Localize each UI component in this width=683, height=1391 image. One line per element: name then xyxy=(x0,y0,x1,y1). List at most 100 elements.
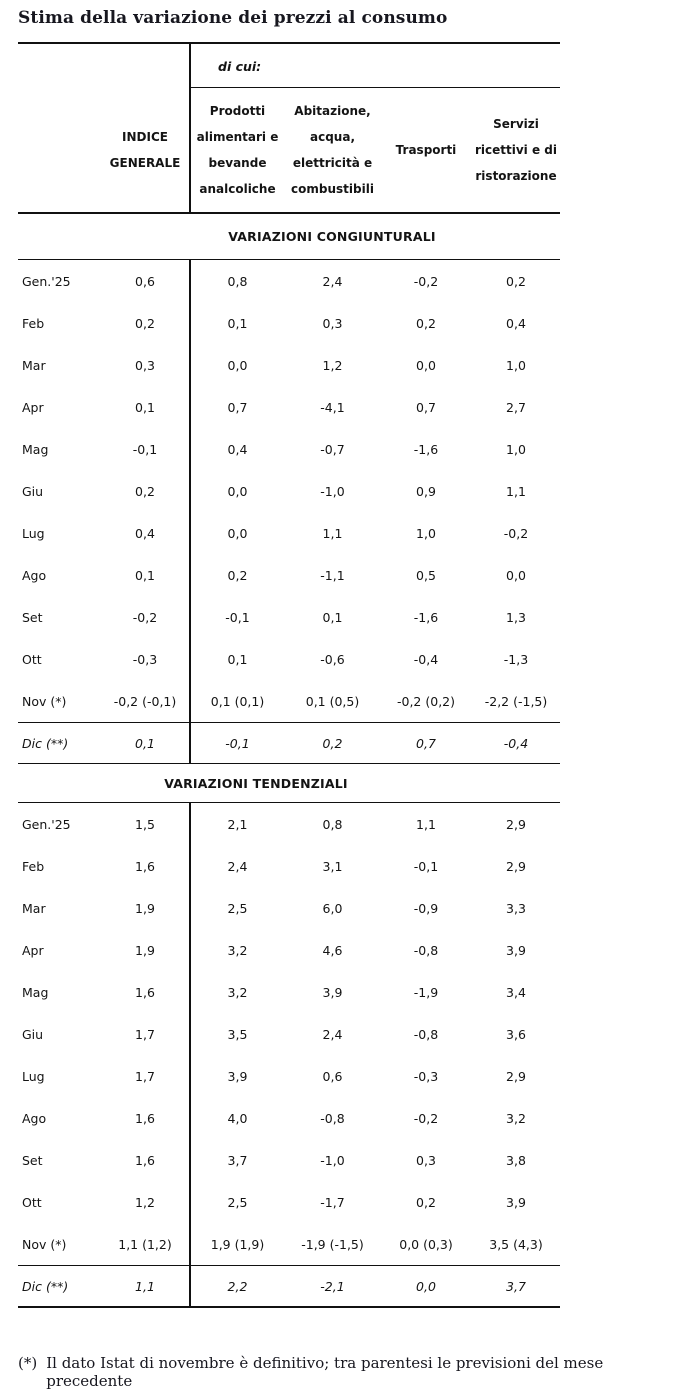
table-row-forecast: Dic (**) 1,1 2,2 -2,1 0,0 3,7 xyxy=(18,1266,560,1306)
section-heading-label: VARIAZIONI CONGIUNTURALI xyxy=(228,229,436,244)
cell: -0,8 xyxy=(413,1026,439,1042)
cell: 1,3 xyxy=(506,609,526,625)
cell: 0,0 xyxy=(227,357,248,373)
row-label: Ott xyxy=(22,651,42,667)
table-row: Feb 0,2 0,1 0,3 0,2 0,4 xyxy=(18,302,560,344)
cell: 0,8 xyxy=(322,816,343,832)
cell: 0,0 xyxy=(416,1278,436,1294)
cell: 0,2 xyxy=(322,735,343,751)
cell: 2,5 xyxy=(227,1194,248,1210)
col-header-trasporti: Trasporti xyxy=(395,143,457,157)
cell: 3,8 xyxy=(506,1152,526,1168)
col-header-abitazione: Abitazione, acqua, elettricità e combust… xyxy=(291,104,374,196)
cell: -0,9 xyxy=(413,900,439,916)
cell: 2,4 xyxy=(322,1026,343,1042)
cell: 6,0 xyxy=(322,900,343,916)
cell: 1,5 xyxy=(135,816,155,832)
cell: 1,6 xyxy=(135,1152,155,1168)
row-divider xyxy=(18,722,560,723)
cell: -0,7 xyxy=(320,441,345,457)
row-label: Apr xyxy=(22,942,44,958)
table-row: Feb 1,6 2,4 3,1 -0,1 2,9 xyxy=(18,845,560,887)
cell: 0,8 xyxy=(227,273,248,289)
table-row: Nov (*) -0,2 (-0,1) 0,1 (0,1) 0,1 (0,5) … xyxy=(18,680,560,722)
cell: 0,7 xyxy=(227,399,248,415)
table-row: Apr 0,1 0,7 -4,1 0,7 2,7 xyxy=(18,386,560,428)
footnote: (*) Il dato Istat di novembre è definiti… xyxy=(18,1354,683,1390)
cell: -0,2 xyxy=(503,525,529,541)
cell: 1,2 xyxy=(135,1194,155,1210)
cell: 0,2 xyxy=(135,483,155,499)
row-label: Apr xyxy=(22,399,44,415)
cell: 0,1 xyxy=(135,399,155,415)
table-row: Gen.'25 1,5 2,1 0,8 1,1 2,9 xyxy=(18,803,560,845)
cell: 1,2 xyxy=(322,357,343,373)
table-row: Ott -0,3 0,1 -0,6 -0,4 -1,3 xyxy=(18,638,560,680)
row-divider xyxy=(18,1265,560,1266)
cell: 0,2 xyxy=(506,273,526,289)
row-label: Lug xyxy=(22,1068,45,1084)
cell: 2,4 xyxy=(227,858,248,874)
cell: -2,1 xyxy=(320,1278,345,1294)
cell: 3,2 xyxy=(227,942,248,958)
cell: -0,8 xyxy=(413,942,439,958)
group-header-band: di cui: xyxy=(18,44,560,88)
cell: -0,4 xyxy=(413,651,439,667)
cell: 2,4 xyxy=(322,273,343,289)
cell: 1,9 (1,9) xyxy=(210,1236,265,1252)
cell: 3,9 xyxy=(322,984,343,1000)
cell: -0,1 xyxy=(132,441,158,457)
row-label: Mag xyxy=(22,984,49,1000)
cell: -1,9 xyxy=(413,984,439,1000)
cell: 2,9 xyxy=(506,816,526,832)
cell: -0,2 (0,2) xyxy=(397,693,455,709)
cell: 3,1 xyxy=(322,858,343,874)
table-row: Lug 1,7 3,9 0,6 -0,3 2,9 xyxy=(18,1055,560,1097)
table-row: Set -0,2 -0,1 0,1 -1,6 1,3 xyxy=(18,596,560,638)
cell: 1,0 xyxy=(506,441,526,457)
cell: -2,2 (-1,5) xyxy=(484,693,548,709)
row-label: Dic (**) xyxy=(22,735,69,751)
cell: 3,9 xyxy=(506,1194,526,1210)
table-row: Nov (*) 1,1 (1,2) 1,9 (1,9) -1,9 (-1,5) … xyxy=(18,1223,560,1265)
cell: 1,1 xyxy=(322,525,343,541)
cell: 1,0 xyxy=(506,357,526,373)
cell: -1,7 xyxy=(320,1194,345,1210)
cell: 3,5 xyxy=(227,1026,248,1042)
cell: 0,0 (0,3) xyxy=(399,1236,453,1252)
row-label: Lug xyxy=(22,525,45,541)
cell: 3,2 xyxy=(506,1110,526,1126)
table-row: Set 1,6 3,7 -1,0 0,3 3,8 xyxy=(18,1139,560,1181)
table-row: Giu 1,7 3,5 2,4 -0,8 3,6 xyxy=(18,1013,560,1055)
cell: 0,0 xyxy=(506,567,526,583)
table-row: Mar 1,9 2,5 6,0 -0,9 3,3 xyxy=(18,887,560,929)
cell: -1,1 xyxy=(320,567,345,583)
cell: 3,3 xyxy=(506,900,526,916)
cell: -4,1 xyxy=(320,399,345,415)
row-label: Nov (*) xyxy=(22,1236,67,1252)
cell: 0,1 xyxy=(135,567,155,583)
table-header: di cui: INDICE GENERALE Prodotti aliment… xyxy=(18,42,560,214)
row-label: Mar xyxy=(22,357,46,373)
cell: -0,4 xyxy=(503,735,529,751)
cell: -1,6 xyxy=(413,441,439,457)
section-heading-tendenziali: VARIAZIONI TENDENZIALI xyxy=(18,764,560,803)
cell: 3,2 xyxy=(227,984,248,1000)
table-row: Ago 1,6 4,0 -0,8 -0,2 3,2 xyxy=(18,1097,560,1139)
table-row: Lug 0,4 0,0 1,1 1,0 -0,2 xyxy=(18,512,560,554)
cell: -1,6 xyxy=(413,609,439,625)
table-row: Mag -0,1 0,4 -0,7 -1,6 1,0 xyxy=(18,428,560,470)
cell: 3,9 xyxy=(506,942,526,958)
cell: 0,2 xyxy=(416,1194,436,1210)
price-table: di cui: INDICE GENERALE Prodotti aliment… xyxy=(18,42,560,1308)
row-label: Giu xyxy=(22,1026,44,1042)
cell: 0,1 xyxy=(227,315,248,331)
cell: 1,9 xyxy=(135,900,155,916)
table-row: Mag 1,6 3,2 3,9 -1,9 3,4 xyxy=(18,971,560,1013)
cell: 3,9 xyxy=(227,1068,248,1084)
cell: -0,2 xyxy=(413,1110,439,1126)
row-label: Gen.'25 xyxy=(22,816,71,832)
cell: 4,6 xyxy=(322,942,343,958)
cell: 0,1 xyxy=(135,735,155,751)
